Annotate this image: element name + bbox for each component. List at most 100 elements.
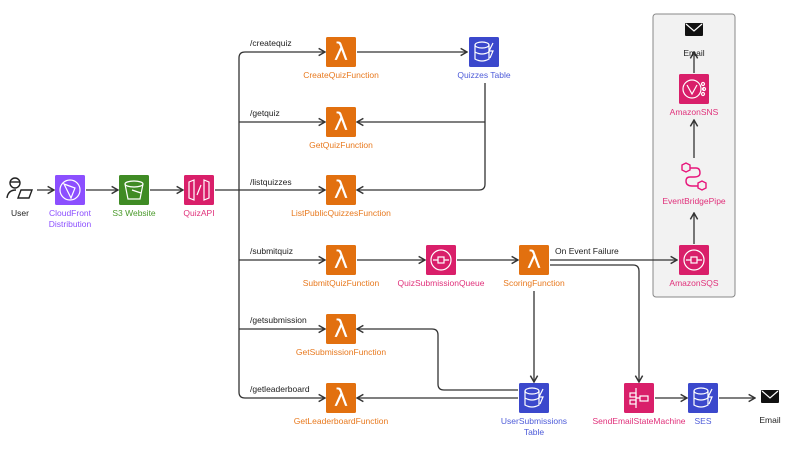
node-email1[interactable]: Email [759, 390, 781, 425]
user-laptop-icon [6, 177, 34, 199]
dynamodb-icon [474, 41, 494, 62]
sqs-tile [426, 245, 456, 275]
node-user[interactable]: User [6, 177, 34, 218]
step-functions-icon [629, 388, 649, 408]
node-email2[interactable]: Email [683, 23, 705, 58]
svg-text:λ: λ [334, 384, 348, 412]
node-s3[interactable]: S3 Website [112, 175, 156, 218]
node-queue[interactable]: QuizSubmissionQueue [398, 245, 485, 288]
node-label: S3 Website [112, 208, 156, 218]
svg-text:λ: λ [334, 108, 348, 136]
dynamodb-icon [524, 387, 544, 408]
edge-scoring-statemachine [550, 264, 639, 382]
edges [37, 52, 755, 398]
node-listquizzes[interactable]: λ ListPublicQuizzesFunction [291, 175, 391, 218]
node-label: SubmitQuizFunction [303, 278, 380, 288]
edge-label-on-event-failure: On Event Failure [555, 246, 619, 256]
node-pipe[interactable]: EventBridgePipe [662, 162, 726, 206]
lambda-tile [326, 383, 356, 413]
dynamodb-tile [469, 37, 499, 67]
svg-text:λ: λ [527, 246, 541, 274]
api-gateway-icon [188, 179, 210, 201]
route-label-getsubmission: /getsubmission [250, 315, 307, 325]
node-getsubmission[interactable]: λ GetSubmissionFunction [296, 314, 387, 357]
node-label: EventBridgePipe [662, 196, 726, 206]
route-label-listquizzes: /listquizzes [250, 177, 292, 187]
node-label: User [11, 208, 29, 218]
lambda-icon: λ [334, 38, 348, 66]
edge-route-bus [238, 52, 325, 398]
lambda-tile [326, 314, 356, 344]
route-label-getquiz: /getquiz [250, 108, 280, 118]
route-labels: /createquiz /getquiz /listquizzes /submi… [250, 38, 619, 394]
node-submitquiz[interactable]: λ SubmitQuizFunction [303, 245, 380, 288]
envelope-icon [685, 23, 703, 36]
node-createquiz[interactable]: λ CreateQuizFunction [303, 37, 379, 80]
edge-table-getquiz [357, 83, 486, 190]
node-sns[interactable]: AmazonSNS [670, 74, 719, 117]
edge-usersubs-getsubmission [357, 329, 518, 391]
node-getquiz[interactable]: λ GetQuizFunction [309, 107, 373, 150]
lambda-tile [326, 107, 356, 137]
node-label: GetLeaderboardFunction [294, 416, 389, 426]
node-label: QuizSubmissionQueue [398, 278, 485, 288]
sqs-icon [683, 249, 705, 271]
node-getleaderboard[interactable]: λ GetLeaderboardFunction [294, 383, 389, 426]
node-label: UserSubmissions [501, 416, 567, 426]
node-quizzestable[interactable]: Quizzes Table [457, 37, 511, 80]
svg-text:λ: λ [334, 315, 348, 343]
node-label: Email [683, 48, 704, 58]
cloudfront-tile [55, 175, 85, 205]
node-label: GetQuizFunction [309, 140, 373, 150]
node-label: AmazonSQS [669, 278, 718, 288]
route-label-createquiz: /createquiz [250, 38, 292, 48]
node-sqs[interactable]: AmazonSQS [669, 245, 719, 288]
node-ses[interactable]: SES [688, 383, 718, 426]
lambda-tile [326, 245, 356, 275]
node-quizapi[interactable]: QuizAPI [183, 175, 215, 218]
node-label: Quizzes Table [457, 70, 511, 80]
ses-icon [693, 387, 713, 408]
node-label: SendEmailStateMachine [592, 416, 685, 426]
node-label: ScoringFunction [503, 278, 565, 288]
lambda-tile [326, 175, 356, 205]
ses-tile [688, 383, 718, 413]
node-label: QuizAPI [183, 208, 214, 218]
lambda-icon: λ [527, 246, 541, 274]
node-label: AmazonSNS [670, 107, 719, 117]
node-label: CreateQuizFunction [303, 70, 379, 80]
lambda-icon: λ [334, 384, 348, 412]
envelope-icon [761, 390, 779, 403]
eventbridge-pipe-icon [681, 162, 707, 191]
lambda-icon: λ [334, 108, 348, 136]
lambda-tile [326, 37, 356, 67]
node-label: GetSubmissionFunction [296, 347, 387, 357]
sns-icon [682, 79, 707, 99]
node-label: SES [694, 416, 711, 426]
node-label-line2: Table [524, 427, 545, 437]
s3-bucket-tile [119, 175, 149, 205]
node-label-line2: Distribution [49, 219, 92, 229]
svg-text:λ: λ [334, 176, 348, 204]
route-label-getleaderboard: /getleaderboard [250, 384, 310, 394]
node-label: ListPublicQuizzesFunction [291, 208, 391, 218]
lambda-icon: λ [334, 246, 348, 274]
lambda-icon: λ [334, 315, 348, 343]
sqs-icon [430, 249, 452, 271]
dynamodb-tile [519, 383, 549, 413]
route-label-submitquiz: /submitquiz [250, 246, 293, 256]
lambda-tile [519, 245, 549, 275]
cloudfront-icon [59, 179, 81, 201]
s3-bucket-icon [124, 180, 144, 200]
sqs-tile [679, 245, 709, 275]
node-scoring[interactable]: λ ScoringFunction [503, 245, 565, 288]
svg-text:λ: λ [334, 246, 348, 274]
node-label: CloudFront [49, 208, 92, 218]
svg-text:λ: λ [334, 38, 348, 66]
node-statemachine[interactable]: SendEmailStateMachine [592, 383, 686, 426]
node-label: Email [759, 415, 780, 425]
